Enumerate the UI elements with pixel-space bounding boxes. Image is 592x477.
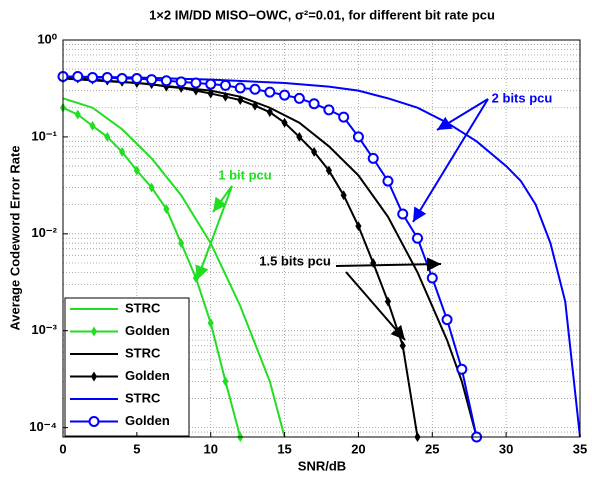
legend-label: STRC xyxy=(125,300,161,315)
arrow xyxy=(436,98,489,131)
data-point xyxy=(441,314,453,326)
data-point xyxy=(323,104,335,116)
data-point xyxy=(205,78,217,90)
axes-frame xyxy=(62,39,581,438)
data-point xyxy=(116,73,128,85)
series-line xyxy=(62,97,286,438)
x-tick-label: 10 xyxy=(203,441,217,456)
data-point xyxy=(222,376,229,387)
annotation: 1 bit pcu xyxy=(218,167,272,182)
legend-marker xyxy=(90,371,98,382)
data-point xyxy=(160,75,172,87)
y-tick-label: 10⁻⁴ xyxy=(29,419,57,434)
legend-marker xyxy=(88,416,100,427)
x-axis-label: SNR/dB xyxy=(298,458,346,473)
data-point xyxy=(101,72,113,84)
marks xyxy=(57,71,581,443)
data-point xyxy=(234,82,246,94)
x-tick-label: 15 xyxy=(277,441,291,456)
data-point xyxy=(72,71,84,83)
data-point xyxy=(237,95,244,106)
data-point xyxy=(399,340,406,351)
data-point xyxy=(104,131,111,142)
data-point xyxy=(178,238,185,249)
data-point xyxy=(355,221,362,232)
data-point xyxy=(308,98,320,110)
data-point xyxy=(190,77,202,89)
legend-marker xyxy=(90,326,98,337)
data-point xyxy=(133,165,140,176)
data-point xyxy=(192,85,200,96)
arrow xyxy=(195,185,233,281)
data-point xyxy=(207,318,214,328)
data-point xyxy=(340,190,347,201)
x-tick-label: 25 xyxy=(425,441,439,456)
data-point xyxy=(219,79,231,91)
legend-label: Golden xyxy=(125,413,170,428)
data-point xyxy=(412,232,424,244)
data-point xyxy=(279,89,291,101)
y-tick-label: 10⁻² xyxy=(31,225,57,240)
series-line xyxy=(62,75,581,438)
data-point xyxy=(118,146,126,157)
data-point xyxy=(251,100,259,111)
arrow xyxy=(212,185,233,213)
data-point xyxy=(264,86,276,98)
data-point xyxy=(382,175,394,187)
data-point xyxy=(325,165,332,176)
data-point xyxy=(249,83,261,95)
data-point xyxy=(74,109,81,120)
data-point xyxy=(131,73,143,85)
x-tick-label: 30 xyxy=(499,441,513,456)
y-tick-label: 10⁻¹ xyxy=(31,128,57,143)
data-point xyxy=(222,91,229,102)
y-tick-label: 10⁻³ xyxy=(31,322,57,337)
data-point xyxy=(148,182,155,193)
data-point xyxy=(175,76,187,88)
annotation: 2 bits pcu xyxy=(492,90,553,105)
data-point xyxy=(311,146,318,157)
data-point xyxy=(87,72,99,84)
legend: STRC Golden STRC Golden STRC Golden xyxy=(64,297,190,437)
y-axis-label: Average Codeword Error Rate xyxy=(7,145,22,330)
data-point xyxy=(146,74,158,86)
legend-label: Golden xyxy=(125,323,170,338)
x-tick-label: 20 xyxy=(351,441,365,456)
legend-label: STRC xyxy=(125,345,161,360)
data-point xyxy=(397,208,409,220)
arrow xyxy=(335,257,442,272)
data-point xyxy=(367,152,379,164)
y-tick-label: 10⁰ xyxy=(37,31,57,46)
annotation: 1.5 bits pcu xyxy=(259,253,331,268)
data-point xyxy=(163,204,170,215)
data-point xyxy=(456,363,468,375)
legend-box xyxy=(64,297,190,437)
data-point xyxy=(207,88,214,99)
data-point xyxy=(293,92,305,104)
data-point xyxy=(384,296,392,307)
chart-title: 1×2 IM/DD MISO−OWC, σ²=0.01, for differe… xyxy=(149,7,495,22)
data-point xyxy=(426,272,438,284)
data-point xyxy=(281,117,288,128)
arrow xyxy=(412,98,489,223)
data-point xyxy=(89,120,96,131)
x-tick-label: 35 xyxy=(573,441,587,456)
data-point xyxy=(352,131,364,143)
x-tick-label: 0 xyxy=(59,441,66,456)
legend-label: STRC xyxy=(125,390,161,405)
arrow xyxy=(345,271,406,341)
data-point xyxy=(266,107,273,118)
legend-label: Golden xyxy=(125,368,170,383)
data-point xyxy=(338,111,350,123)
arrows xyxy=(195,98,489,341)
x-tick-label: 5 xyxy=(133,441,140,456)
data-point xyxy=(296,131,303,142)
